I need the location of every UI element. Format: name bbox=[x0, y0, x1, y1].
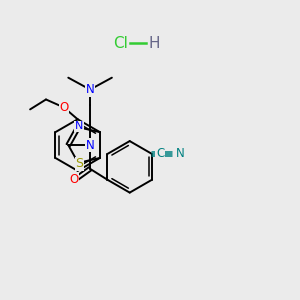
Text: O: O bbox=[70, 173, 79, 186]
Text: Cl: Cl bbox=[113, 35, 128, 50]
Text: O: O bbox=[59, 101, 68, 114]
Text: N: N bbox=[86, 139, 94, 152]
Text: C: C bbox=[156, 148, 164, 160]
Text: N: N bbox=[86, 83, 94, 96]
Text: N: N bbox=[75, 121, 83, 131]
Text: N: N bbox=[176, 148, 184, 160]
Text: S: S bbox=[75, 158, 83, 170]
Text: H: H bbox=[148, 35, 160, 50]
